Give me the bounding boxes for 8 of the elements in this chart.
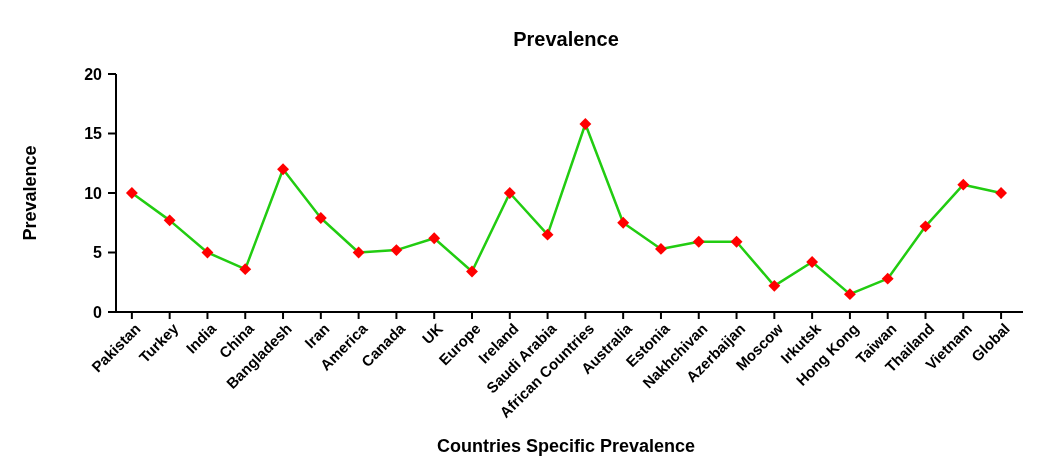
chart-title: Prevalence	[513, 28, 619, 50]
y-tick-label: 10	[84, 184, 103, 202]
y-tick-label: 20	[84, 65, 103, 83]
y-tick-label: 5	[93, 244, 103, 262]
y-tick-label: 0	[93, 303, 103, 321]
y-axis-title: Prevalence	[20, 145, 40, 241]
y-tick-label: 15	[84, 125, 103, 143]
x-axis-title: Countries Specific Prevalence	[436, 436, 696, 456]
